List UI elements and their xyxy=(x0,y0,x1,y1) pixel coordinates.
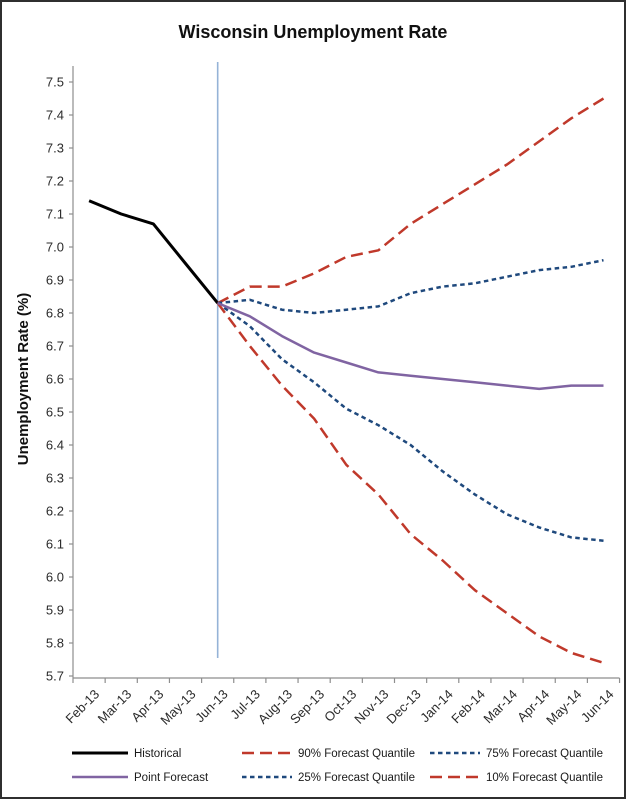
y-tick-label: 7.3 xyxy=(46,141,64,156)
x-tick-label: Dec-13 xyxy=(383,687,423,727)
y-tick-label: 7.2 xyxy=(46,174,64,189)
x-tick-label: Jun-14 xyxy=(578,687,617,726)
y-axis-title: Unemployment Rate (%) xyxy=(15,293,32,466)
y-tick-label: 6.2 xyxy=(46,504,64,519)
chart-title: Wisconsin Unemployment Rate xyxy=(179,22,448,42)
x-tick-label: Nov-13 xyxy=(351,687,391,727)
legend: Historical 90% Forecast Quantile 75% Forec… xyxy=(72,748,603,784)
x-tick-label: Feb-14 xyxy=(448,687,488,727)
legend-item: 10% Forecast Quantile xyxy=(430,772,603,784)
y-tick-label: 7.5 xyxy=(46,75,64,90)
x-tick-label: Mar-13 xyxy=(95,687,135,727)
y-tick-label: 6.6 xyxy=(46,372,64,387)
legend-item: 90% Forecast Quantile xyxy=(242,748,415,760)
legend-label: 75% Forecast Quantile xyxy=(486,748,603,760)
x-tick-label: Sep-13 xyxy=(287,687,327,727)
y-tick-label: 6.9 xyxy=(46,273,64,288)
y-tick-label: 6.1 xyxy=(46,537,64,552)
y-tick-label: 7.4 xyxy=(46,108,64,123)
legend-item: Point Forecast xyxy=(72,772,209,784)
y-tick-label: 6.0 xyxy=(46,570,64,585)
x-tick-label: Jun-13 xyxy=(192,687,231,726)
axes: 7.5 7.4 7.3 7.2 7.1 7.0 6.9 6.8 6.7 6.6 6.5 6.4 6.3 6… xyxy=(46,66,621,728)
x-tick-label: Feb-13 xyxy=(62,687,102,727)
y-tick-label: 7.0 xyxy=(46,240,64,255)
legend-item: 75% Forecast Quantile xyxy=(430,748,603,760)
series-10-forecast-quantile xyxy=(216,302,604,664)
legend-label: Point Forecast xyxy=(134,772,209,784)
y-tick-label: 6.3 xyxy=(46,471,64,486)
y-tick-label: 6.5 xyxy=(46,405,64,420)
series-90-forecast-quantile xyxy=(217,97,605,305)
y-tick-label: 5.8 xyxy=(46,636,64,651)
series-25-forecast-quantile xyxy=(216,302,604,542)
x-tick-label: May-13 xyxy=(157,687,198,728)
series-historical xyxy=(88,199,219,305)
series-point-forecast xyxy=(217,301,604,391)
legend-item: Historical xyxy=(72,748,181,760)
legend-label: 10% Forecast Quantile xyxy=(486,772,603,784)
series-75-forecast-quantile xyxy=(217,258,604,315)
legend-label: 90% Forecast Quantile xyxy=(298,748,415,760)
x-tick-label: Jan-14 xyxy=(417,687,456,726)
y-tick-label: 7.1 xyxy=(46,207,64,222)
legend-item: 25% Forecast Quantile xyxy=(242,772,415,784)
x-tick-label: May-14 xyxy=(543,687,584,728)
y-tick-label: 5.7 xyxy=(46,669,64,684)
data-series xyxy=(88,97,605,664)
legend-label: Historical xyxy=(134,748,181,760)
y-tick-label: 6.7 xyxy=(46,339,64,354)
x-tick-label: Aug-13 xyxy=(255,687,295,727)
x-tick-label: Mar-14 xyxy=(480,687,520,727)
y-tick-label: 6.8 xyxy=(46,306,64,321)
y-tick-label: 6.4 xyxy=(46,438,64,453)
legend-label: 25% Forecast Quantile xyxy=(298,772,415,784)
y-tick-label: 5.9 xyxy=(46,603,64,618)
